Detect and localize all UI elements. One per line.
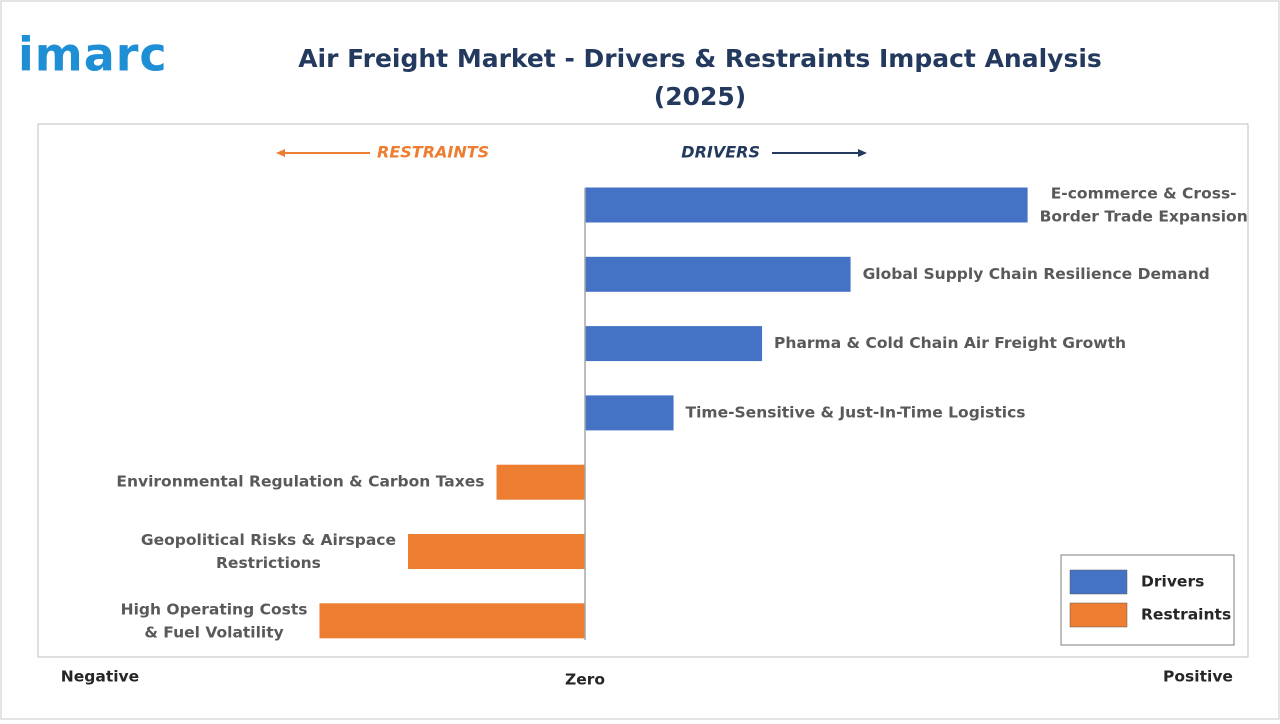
category-label: Pharma & Cold Chain Air Freight Growth xyxy=(774,334,1126,352)
legend-label: Restraints xyxy=(1141,606,1231,624)
bar xyxy=(585,395,674,431)
x-axis-positive: Positive xyxy=(1163,668,1233,686)
legend-label: Drivers xyxy=(1141,573,1204,591)
category-label: E-commerce & Cross-Border Trade Expansio… xyxy=(1040,184,1248,225)
category-label: Time-Sensitive & Just-In-Time Logistics xyxy=(686,403,1026,421)
legend-swatch xyxy=(1069,569,1128,595)
x-axis-negative: Negative xyxy=(61,668,139,686)
bar xyxy=(585,187,1028,223)
legend-box xyxy=(1060,554,1235,646)
category-label: Environmental Regulation & Carbon Taxes xyxy=(116,473,484,491)
bar xyxy=(585,326,763,362)
plot-frame xyxy=(37,123,1249,658)
bar xyxy=(585,256,851,292)
x-axis-zero: Zero xyxy=(565,671,605,689)
restraints-arrowhead xyxy=(276,149,285,157)
drivers-header: DRIVERS xyxy=(681,143,760,162)
restraints-header: RESTRAINTS xyxy=(377,143,489,162)
bar xyxy=(496,464,586,500)
category-label: Global Supply Chain Resilience Demand xyxy=(863,265,1210,283)
drivers-arrowhead xyxy=(858,149,867,157)
legend-swatch xyxy=(1069,602,1128,628)
bar xyxy=(407,534,586,569)
chart-title: Air Freight Market - Drivers & Restraint… xyxy=(298,44,1102,111)
bar xyxy=(319,603,586,639)
category-label: Geopolitical Risks & Airspace Restriction… xyxy=(141,531,396,572)
logo: imarc xyxy=(18,28,168,82)
category-label: High Operating Costs & Fuel Volatility xyxy=(121,600,308,641)
